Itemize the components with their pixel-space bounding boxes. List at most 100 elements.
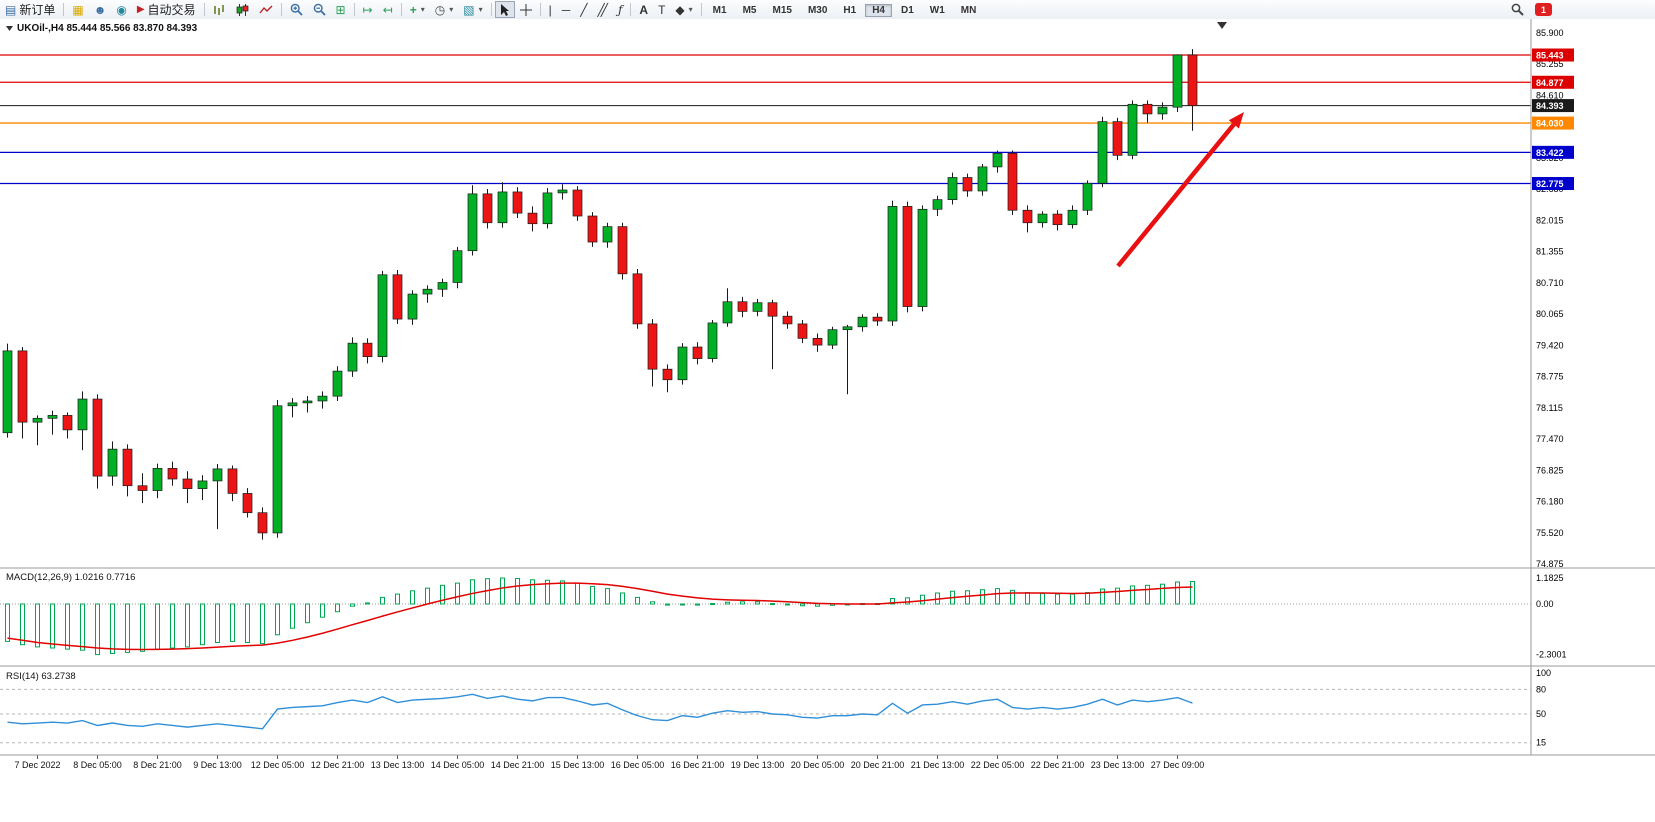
bear-candle <box>512 191 523 214</box>
timeframe-button-m30[interactable]: M30 <box>807 4 828 16</box>
shapes-tool-button[interactable]: ◆ ▾ <box>670 1 697 18</box>
profiles-button[interactable]: ▦ <box>67 1 88 18</box>
trendline-tool-button[interactable]: ╱ <box>575 1 592 18</box>
macd-histogram-bar <box>200 603 205 646</box>
auto-scroll-button[interactable]: ↦ <box>358 1 378 18</box>
symbol-dropdown-icon <box>6 26 13 31</box>
main-price-panel[interactable]: UKOil-,H4 85.444 85.566 83.870 84.393 <box>0 22 1531 540</box>
text-tool-button[interactable]: A <box>634 1 653 18</box>
bear-candle <box>617 226 628 275</box>
bar-chart-button[interactable] <box>208 1 231 18</box>
bull-candle <box>542 192 553 225</box>
macd-histogram-bar <box>680 603 685 606</box>
macd-histogram-bar <box>335 603 340 613</box>
bull-candle <box>827 329 838 346</box>
zoom-out-button[interactable] <box>308 1 331 18</box>
zoom-in-button[interactable] <box>285 1 308 18</box>
notification-badge[interactable]: 1 <box>1535 3 1552 16</box>
price-chart-svg[interactable]: UKOil-,H4 85.444 85.566 83.870 84.393 MAC… <box>0 19 1655 822</box>
timeframe-button-m1[interactable]: M1 <box>712 4 727 16</box>
svg-text:85.443: 85.443 <box>1536 51 1564 61</box>
community-button[interactable]: ☻ <box>89 1 112 18</box>
svg-text:85.255: 85.255 <box>1536 59 1564 69</box>
fibonacci-tool-button[interactable]: ƒ <box>613 1 627 18</box>
svg-text:84.610: 84.610 <box>1536 90 1564 100</box>
bull-candle <box>1127 103 1138 156</box>
search-button[interactable] <box>1506 1 1529 18</box>
price-badge <box>1532 99 1574 113</box>
macd-histogram-bar <box>305 603 310 624</box>
timeframe-button-h1[interactable]: H1 <box>843 4 857 16</box>
vertical-line-tool-button[interactable]: | <box>544 1 557 18</box>
main-toolbar: ▤ 新订单 ▦ ☻ ◉ ▶ 自动交易 ⊞ ↦ ↤ + ▾ <box>0 0 1655 20</box>
bear-candle <box>242 493 253 514</box>
macd-histogram-bar <box>1055 593 1060 605</box>
macd-histogram-bar <box>425 587 430 605</box>
chart-area[interactable]: UKOil-,H4 85.444 85.566 83.870 84.393 MAC… <box>0 19 1655 822</box>
timeframe-button-h4[interactable]: H4 <box>865 3 892 17</box>
macd-panel[interactable]: MACD(12,26,9) 1.0216 0.7716 1.1825 0.00 -2.… <box>0 572 1567 660</box>
bull-candle <box>1037 213 1048 224</box>
tile-windows-button[interactable]: ⊞ <box>331 1 351 18</box>
fibonacci-icon: ƒ <box>617 2 623 17</box>
macd-histogram-bar <box>170 603 175 649</box>
text-tool-icon: A <box>639 2 649 17</box>
svg-text:22 Dec 05:00: 22 Dec 05:00 <box>971 760 1025 770</box>
macd-histogram-bar <box>500 577 505 605</box>
candlestick-chart-button[interactable] <box>231 1 254 18</box>
macd-histogram-bar <box>620 592 625 605</box>
crosshair-button[interactable] <box>515 1 537 18</box>
bear-candle <box>647 323 658 370</box>
new-order-label: 新订单 <box>19 3 56 17</box>
timeframe-button-w1[interactable]: W1 <box>929 4 945 16</box>
macd-histogram-bar <box>125 603 130 653</box>
macd-histogram-bar <box>1175 581 1180 605</box>
templates-button[interactable]: ▧ ▾ <box>458 1 487 18</box>
timeframe-button-d1[interactable]: D1 <box>900 4 914 16</box>
macd-histogram-bar <box>410 590 415 605</box>
timeframe-button-mn[interactable]: MN <box>960 4 977 16</box>
timeframe-button-m15[interactable]: M15 <box>772 4 792 16</box>
macd-histogram-bar <box>320 603 325 618</box>
bear-candle <box>782 315 793 325</box>
bull-candle <box>752 302 763 312</box>
periods-button[interactable]: ◷ ▾ <box>430 1 459 18</box>
label-tool-button[interactable]: T <box>653 1 670 18</box>
chart-shift-button[interactable]: ↤ <box>378 1 398 18</box>
cursor-button[interactable] <box>494 1 515 18</box>
rsi-panel[interactable]: RSI(14) 63.2738 100 80 50 15 <box>0 668 1551 748</box>
macd-histogram-bar <box>740 601 745 605</box>
time-axis[interactable]: 7 Dec 2022 8 Dec 05:00 8 Dec 21:00 9 Dec 13… <box>14 755 1204 770</box>
bull-candle <box>47 415 58 419</box>
line-chart-button[interactable] <box>254 1 278 18</box>
svg-text:78.775: 78.775 <box>1536 372 1564 382</box>
bull-candle <box>1157 106 1168 115</box>
svg-text:15: 15 <box>1536 738 1546 748</box>
new-order-button[interactable]: ▤ 新订单 <box>0 1 60 18</box>
autotrading-button[interactable]: ▶ 自动交易 <box>132 1 201 18</box>
svg-text:UKOil-,H4 85.444 85.566 83.87: UKOil-,H4 85.444 85.566 83.870 84.393 <box>17 23 198 34</box>
toolbar-right-group: 1 <box>1506 1 1552 18</box>
bear-candle <box>62 415 73 431</box>
bear-candle <box>902 206 913 307</box>
channel-icon: ╱╱ <box>597 2 609 17</box>
svg-text:80: 80 <box>1536 684 1546 694</box>
bear-candle <box>1187 54 1198 106</box>
connection-status-button[interactable]: ◉ <box>111 1 131 18</box>
bull-candle <box>497 191 508 224</box>
svg-text:RSI(14) 63.2738: RSI(14) 63.2738 <box>6 671 76 682</box>
bear-candle <box>482 193 493 224</box>
macd-histogram-bar <box>545 579 550 605</box>
bear-candle <box>872 316 883 322</box>
price-badge <box>1532 75 1574 89</box>
bull-candle <box>452 250 463 283</box>
macd-histogram-bar <box>710 603 715 606</box>
channel-tool-button[interactable]: ╱╱ <box>593 1 613 18</box>
timeframe-button-m5[interactable]: M5 <box>742 4 757 16</box>
price-axis[interactable]: 85.90085.25584.61083.96583.32082.68082.0… <box>1530 19 1574 755</box>
shapes-icon: ◆ <box>675 2 685 17</box>
horizontal-line-tool-button[interactable]: ─ <box>557 1 576 18</box>
macd-histogram-bar <box>920 594 925 605</box>
toolbar-separator <box>630 3 632 16</box>
indicators-button[interactable]: + ▾ <box>405 1 430 18</box>
